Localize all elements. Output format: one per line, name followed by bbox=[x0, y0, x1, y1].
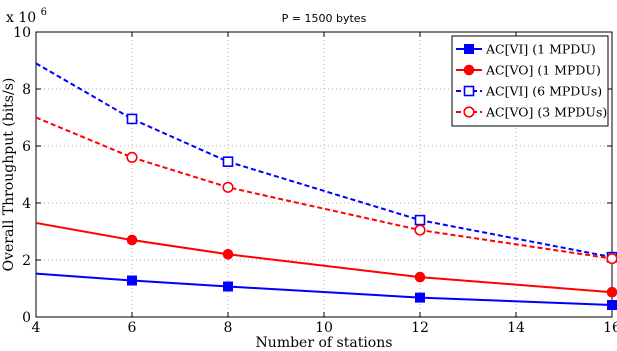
data-point bbox=[223, 281, 233, 292]
data-point bbox=[126, 151, 138, 163]
legend-label: AC[VI] (6 MPDUs) bbox=[485, 84, 602, 99]
legend-label: AC[VO] (1 MPDU) bbox=[485, 63, 601, 78]
legend-item: AC[VO] (3 MPDUs) bbox=[456, 105, 607, 120]
y-multiplier-base: x 10 bbox=[6, 10, 36, 26]
legend-item: AC[VI] (6 MPDUs) bbox=[456, 84, 602, 99]
x-tick-label: 6 bbox=[128, 320, 137, 336]
data-point bbox=[606, 286, 617, 298]
legend-marker bbox=[463, 85, 475, 97]
y-tick-label: 10 bbox=[13, 25, 31, 41]
data-point bbox=[222, 181, 234, 193]
data-point bbox=[414, 214, 426, 226]
legend-label: AC[VI] (1 MPDU) bbox=[485, 42, 596, 57]
data-point bbox=[127, 275, 137, 286]
legend-label: AC[VO] (3 MPDUs) bbox=[485, 105, 607, 120]
legend-item: AC[VI] (1 MPDU) bbox=[456, 42, 596, 57]
y-multiplier-label: x 10 6 bbox=[6, 7, 47, 26]
x-tick-label: 4 bbox=[32, 320, 41, 336]
data-point bbox=[126, 113, 138, 125]
legend-marker bbox=[464, 44, 474, 54]
data-point bbox=[414, 271, 426, 283]
y-tick-label: 0 bbox=[22, 310, 31, 326]
x-tick-label: 12 bbox=[411, 320, 429, 336]
legend-marker bbox=[463, 106, 475, 118]
series-line bbox=[35, 221, 613, 294]
data-point bbox=[126, 234, 138, 246]
series-group bbox=[35, 62, 617, 311]
chart-title: P = 1500 bytes bbox=[282, 12, 367, 25]
x-tick-label: 16 bbox=[603, 320, 617, 336]
series-2 bbox=[35, 221, 617, 298]
data-point bbox=[606, 252, 617, 265]
y-tick-label: 2 bbox=[22, 253, 31, 269]
data-point bbox=[607, 300, 617, 311]
x-axis-label: Number of stations bbox=[256, 335, 393, 351]
y-tick-label: 4 bbox=[22, 196, 31, 212]
y-tick-label: 8 bbox=[22, 82, 31, 98]
axis-ticks: 4 6 8 10 12 14 16 0 2 4 6 8 10 bbox=[13, 25, 617, 336]
x-tick-label: 8 bbox=[224, 320, 233, 336]
data-point bbox=[222, 249, 234, 260]
x-tick-label: 10 bbox=[315, 320, 333, 336]
legend-box bbox=[451, 35, 609, 127]
legend-marker bbox=[463, 64, 475, 76]
series-4 bbox=[35, 116, 617, 265]
data-point bbox=[415, 292, 425, 303]
data-point bbox=[414, 224, 426, 236]
legend: AC[VI] (1 MPDU) AC[VO] (1 MPDU) AC[VI] (6 … bbox=[451, 35, 609, 127]
series-1 bbox=[35, 272, 617, 311]
legend-item: AC[VO] (1 MPDU) bbox=[456, 63, 601, 78]
y-axis-label: Overall Throughput (bits/s) bbox=[1, 78, 17, 272]
y-multiplier-exponent: 6 bbox=[41, 7, 47, 18]
data-point bbox=[222, 156, 234, 167]
x-tick-label: 14 bbox=[507, 320, 525, 336]
y-tick-label: 6 bbox=[22, 139, 31, 155]
